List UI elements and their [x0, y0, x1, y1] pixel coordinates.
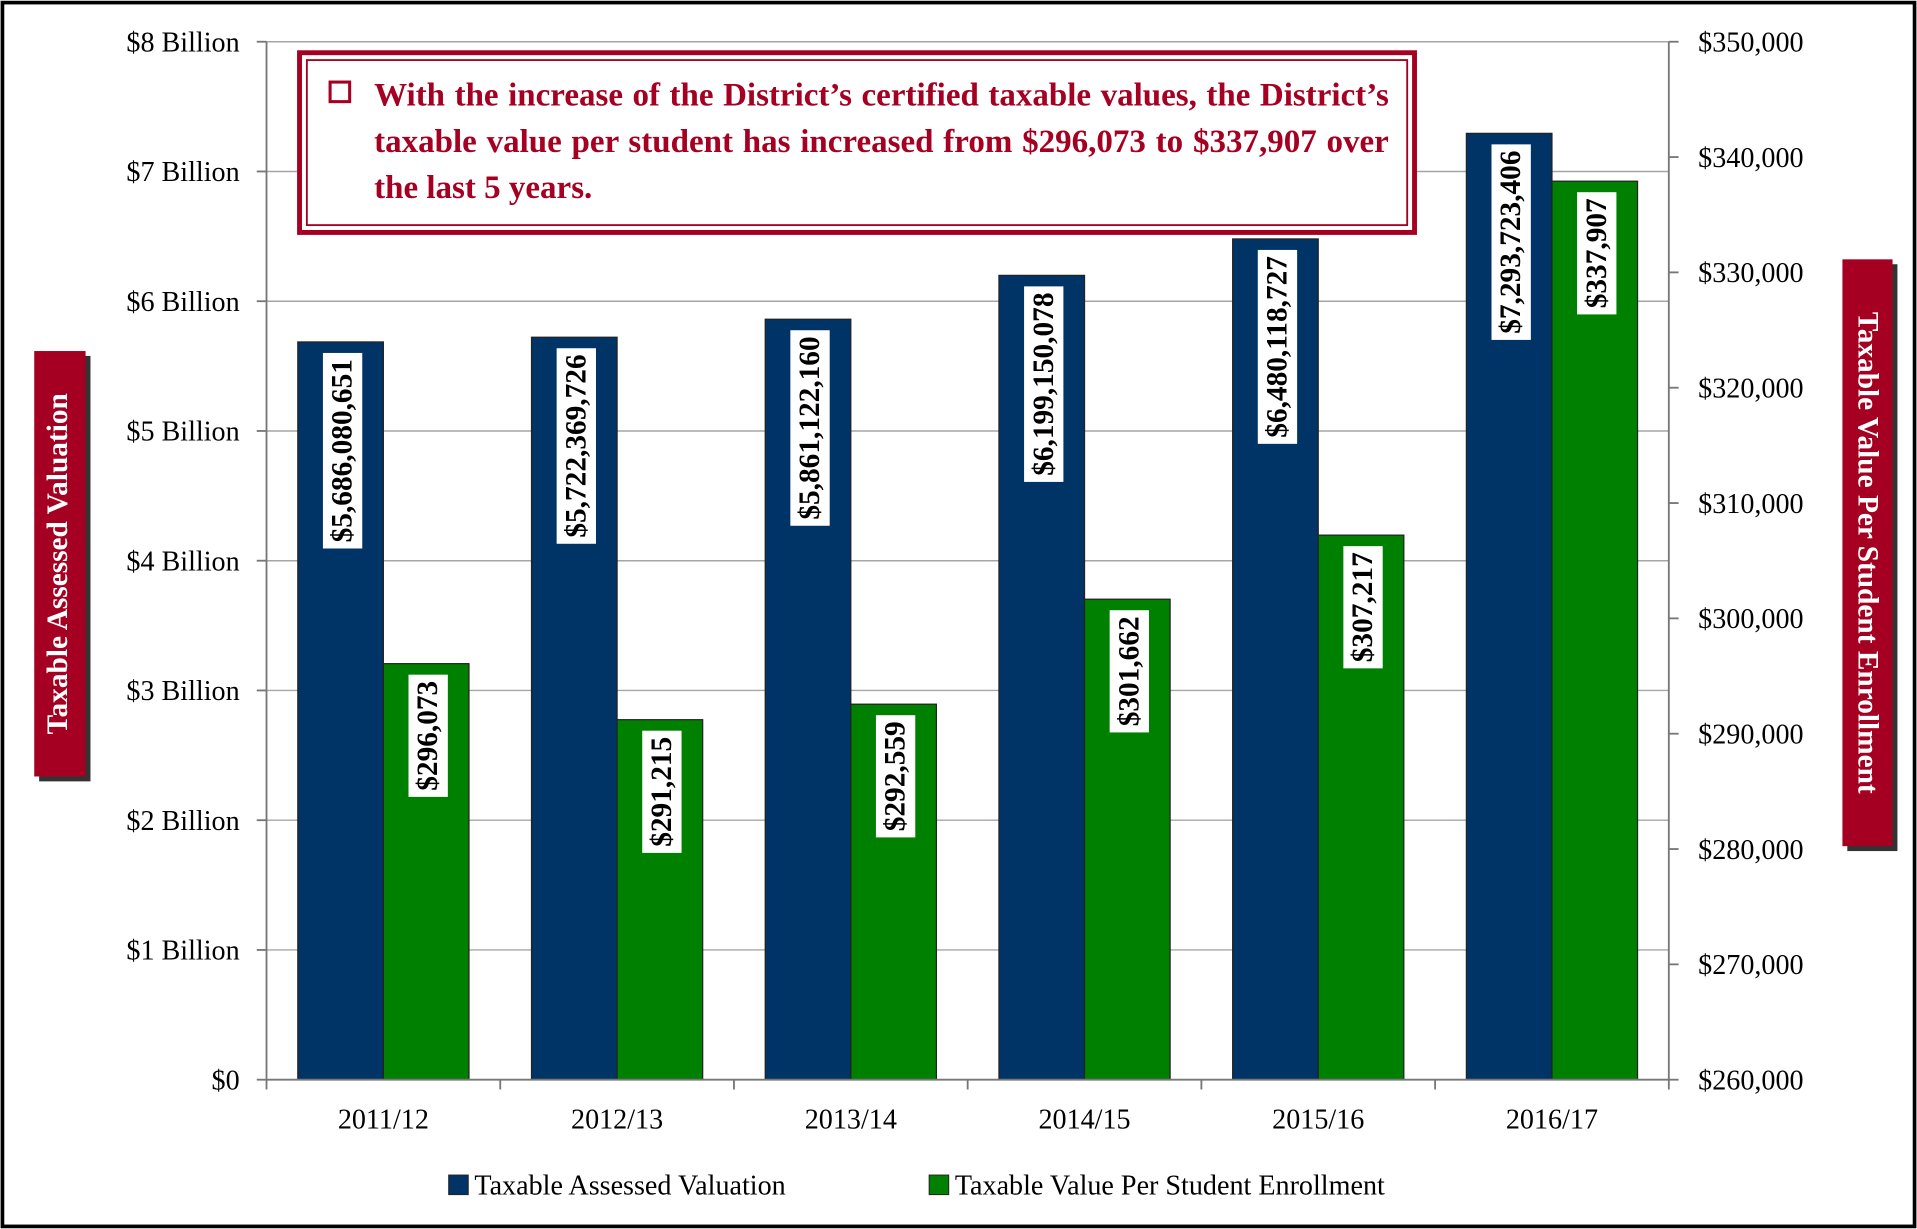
y2-tick-label: $310,000 — [1698, 489, 1803, 520]
value-label-bg — [875, 715, 916, 838]
x-tick-label: 2016/17 — [1506, 1105, 1598, 1136]
y-tick-label: $2 Billion — [126, 806, 239, 837]
value-label-text: $5,722,369,726 — [560, 354, 592, 537]
x-tick-label: 2011/12 — [338, 1105, 429, 1136]
y2-tick-label: $350,000 — [1698, 28, 1803, 59]
value-label-bg — [1024, 286, 1064, 482]
y-tick-label: $0 — [212, 1065, 240, 1096]
legend-label: Taxable Value Per Student Enrollment — [955, 1171, 1385, 1202]
y2-tick-label: $300,000 — [1698, 604, 1803, 635]
value-label-text: $6,480,118,727 — [1261, 256, 1293, 438]
y-tick-label: $7 Billion — [126, 157, 239, 188]
value-label-text: $6,199,150,078 — [1028, 292, 1060, 475]
value-label: $5,861,122,160 — [790, 330, 830, 526]
annotation-holder: With the increase of the District’s cert… — [374, 75, 1389, 206]
value-label-text: $296,073 — [412, 681, 444, 791]
value-label-bg — [1577, 192, 1617, 315]
value-label: $291,215 — [642, 730, 682, 853]
value-label: $6,480,118,727 — [1257, 249, 1298, 444]
value-label-text: $292,559 — [880, 721, 912, 831]
title-box — [34, 351, 86, 777]
y2-tick-label: $270,000 — [1698, 950, 1803, 981]
legend-label: Taxable Assessed Valuation — [474, 1171, 785, 1202]
y-tick-label: $4 Billion — [126, 546, 239, 577]
y-tick-label: $8 Billion — [126, 28, 239, 59]
bullet — [328, 80, 352, 104]
value-label: $296,073 — [408, 674, 448, 797]
annotation: With the increase of the District’s cert… — [374, 75, 1389, 206]
value-label: $337,907 — [1577, 192, 1617, 315]
value-label: $5,722,369,726 — [556, 348, 596, 544]
x-tick-label: 2015/16 — [1272, 1105, 1364, 1136]
y2-tick-label: $320,000 — [1698, 373, 1803, 404]
y-tick-label: $6 Billion — [126, 287, 239, 318]
annotation-border-inner — [305, 59, 1409, 227]
y-tick-label: $1 Billion — [126, 936, 239, 967]
value-label-bg — [556, 348, 596, 544]
value-label-text: $5,861,122,160 — [794, 336, 826, 519]
y-axis-title: Taxable Assessed Valuation — [42, 393, 74, 734]
legend-swatch — [928, 1174, 950, 1196]
value-label-bg — [322, 352, 363, 549]
value-label-bg — [790, 330, 830, 526]
y2-tick-label: $260,000 — [1698, 1065, 1803, 1096]
value-label-bg — [1109, 610, 1149, 733]
value-label: $5,686,080,651 — [322, 352, 363, 549]
bar — [1551, 180, 1639, 1081]
annotation-box: With the increase of the District’s cert… — [297, 50, 1417, 235]
value-label-text: $291,215 — [646, 737, 678, 847]
value-label-bg — [642, 730, 682, 853]
value-label-bg — [1343, 546, 1383, 669]
title-box — [1842, 259, 1893, 847]
value-label-text: $337,907 — [1581, 198, 1613, 308]
x-tick-label: 2013/14 — [805, 1105, 897, 1136]
x-tick-label: 2014/15 — [1038, 1105, 1130, 1136]
value-label-text: $5,686,080,651 — [327, 359, 359, 542]
value-label: $307,217 — [1343, 546, 1383, 669]
y2-tick-label: $290,000 — [1698, 719, 1803, 750]
y-tick-label: $3 Billion — [126, 676, 239, 707]
value-label: $7,293,723,406 — [1491, 144, 1531, 340]
value-label-text: $301,662 — [1113, 616, 1145, 726]
y2-tick-label: $340,000 — [1698, 143, 1803, 174]
x-tick-label: 2012/13 — [571, 1105, 663, 1136]
plot-area: $0 $1 Billion $2 Billion $3 Billion $4 Billi… — [126, 28, 1803, 1202]
y-tick-label: $5 Billion — [126, 417, 239, 448]
value-label: $6,199,150,078 — [1024, 286, 1064, 482]
y2-axis-title: Taxable Value Per Student Enrollment — [1851, 312, 1883, 794]
value-label-text: $307,217 — [1347, 552, 1379, 662]
value-label-bg — [1491, 144, 1531, 340]
value-label: $301,662 — [1109, 610, 1149, 733]
y2-tick-label: $280,000 — [1698, 835, 1803, 866]
y2-tick-label: $330,000 — [1698, 258, 1803, 289]
value-label-bg — [408, 674, 448, 797]
value-label: $292,559 — [875, 715, 916, 838]
y-axis-title-box: Taxable Assessed Valuation — [34, 351, 91, 782]
annotation-border — [297, 50, 1417, 235]
value-label-bg — [1257, 249, 1298, 444]
legend-swatch — [448, 1174, 469, 1196]
y2-axis-title-box: Taxable Value Per Student Enrollment — [1842, 259, 1898, 852]
value-label-text: $7,293,723,406 — [1495, 150, 1527, 333]
